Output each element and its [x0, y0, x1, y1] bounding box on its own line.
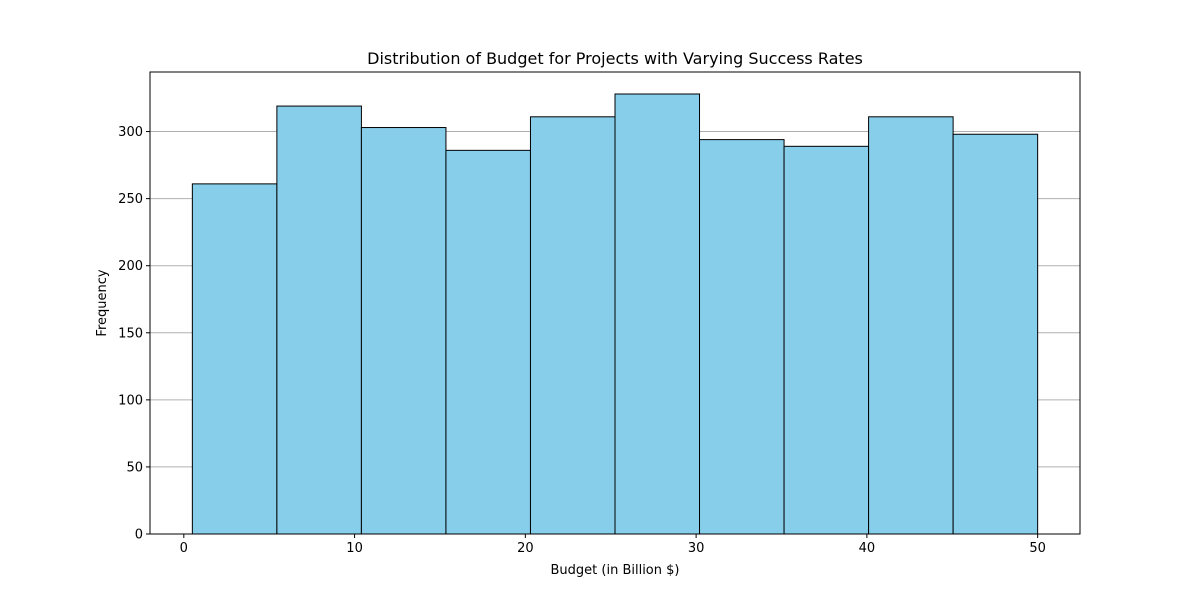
histogram-bar-2 — [360, 127, 447, 535]
histogram-bar-6 — [699, 139, 785, 535]
y-axis-label: Frequency — [95, 269, 110, 336]
plot-frame — [149, 71, 1081, 535]
x-tick-label-1: 10 — [346, 541, 363, 556]
x-axis-label: Budget (in Billion $) — [551, 563, 680, 578]
x-tick-label-0: 0 — [180, 541, 188, 556]
x-axis-ticks: 0 10 20 30 40 50 — [180, 534, 1046, 556]
y-tick-label-1: 50 — [126, 460, 143, 475]
bars — [191, 93, 1039, 535]
histogram-bar-7 — [783, 145, 870, 535]
histogram-bar-3 — [445, 149, 531, 535]
histogram-bar-4 — [529, 116, 616, 535]
x-tick-label-5: 50 — [1029, 541, 1046, 556]
y-tick-label-5: 250 — [118, 192, 143, 207]
y-tick-label-0: 0 — [135, 528, 143, 543]
y-tick-label-2: 100 — [118, 393, 143, 408]
histogram-bar-0 — [191, 183, 278, 535]
x-tick-label-2: 20 — [517, 541, 534, 556]
histogram-bar-9 — [952, 133, 1039, 535]
histogram-bar-8 — [868, 116, 954, 535]
x-tick-label-4: 40 — [859, 541, 876, 556]
y-axis-ticks: 0 50 100 150 200 250 300 — [118, 125, 150, 543]
y-tick-label-3: 150 — [118, 326, 143, 341]
histogram-bar-5 — [614, 93, 701, 535]
y-tick-label-4: 200 — [118, 259, 143, 274]
chart-title: Distribution of Budget for Projects with… — [367, 49, 863, 68]
histogram-bar-1 — [276, 105, 362, 535]
y-tick-label-6: 300 — [118, 125, 143, 140]
x-tick-label-3: 30 — [688, 541, 705, 556]
